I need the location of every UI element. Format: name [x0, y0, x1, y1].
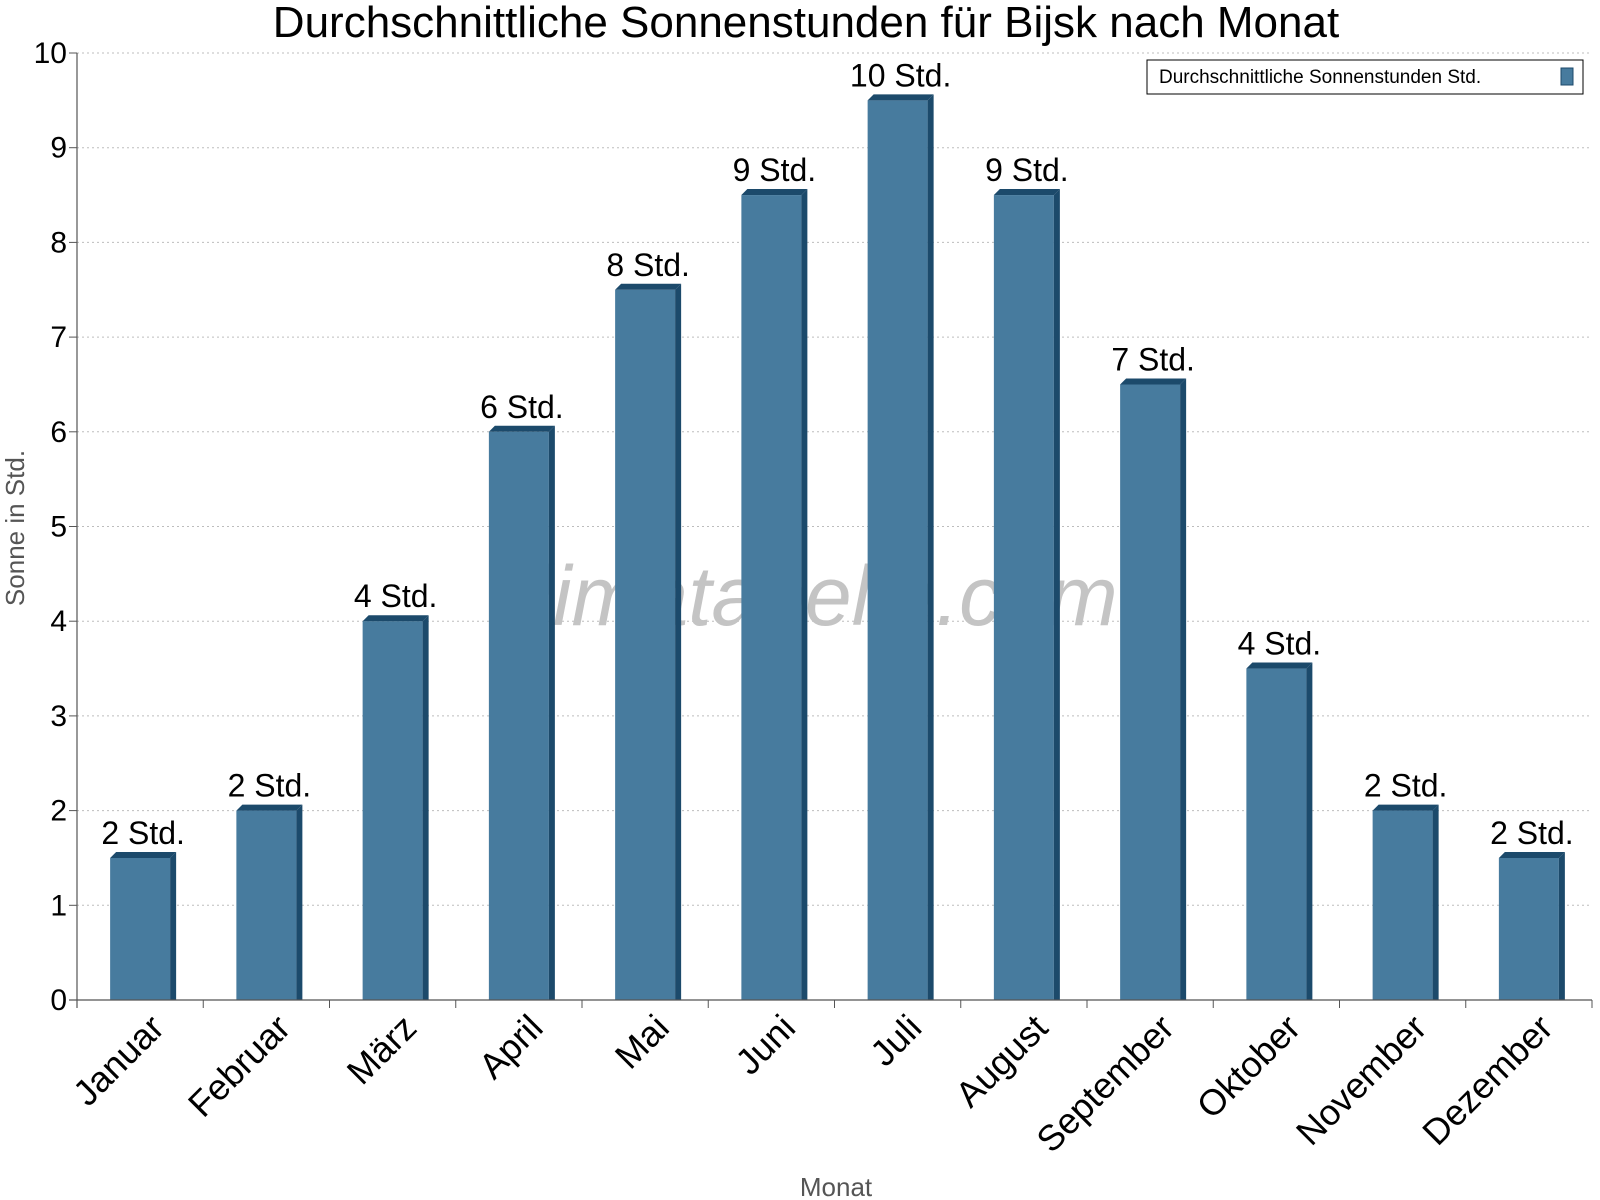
x-tick-label-4: April — [471, 1007, 551, 1087]
bar-top-8 — [993, 189, 1060, 196]
bar-12 — [1498, 851, 1565, 1000]
bar-side-1 — [170, 851, 177, 1000]
y-tick-label-4: 4 — [50, 605, 67, 638]
bar-front-1 — [110, 857, 171, 1000]
bar-front-4 — [488, 431, 549, 1000]
x-tick-label-9: September — [1028, 1007, 1182, 1161]
data-label-10: 4 Std. — [1238, 626, 1322, 662]
bar-front-10 — [1246, 668, 1307, 1000]
bar-top-1 — [110, 851, 177, 858]
bar-1 — [110, 851, 177, 1000]
bar-top-3 — [362, 615, 429, 622]
bar-top-4 — [488, 425, 555, 432]
x-tick-label-1: Januar — [65, 1007, 172, 1114]
data-label-8: 9 Std. — [985, 152, 1069, 188]
bar-front-8 — [993, 195, 1054, 1001]
y-tick-labels: 0 1 2 3 4 5 6 7 8 9 10 — [34, 37, 67, 1017]
bar-side-9 — [1180, 378, 1187, 1000]
y-tick-label-0: 0 — [50, 984, 67, 1017]
data-label-3: 4 Std. — [354, 578, 438, 614]
data-label-11: 2 Std. — [1364, 768, 1448, 804]
y-tick-label-5: 5 — [50, 511, 67, 544]
bar-front-3 — [362, 621, 423, 1000]
bar-front-5 — [615, 289, 676, 1000]
bar-6 — [741, 189, 808, 1001]
bar-side-10 — [1306, 662, 1313, 1000]
legend-swatch — [1560, 67, 1574, 86]
bar-5 — [615, 283, 682, 1000]
bar-top-12 — [1498, 851, 1565, 858]
data-labels: 2 Std. 2 Std. 4 Std. 6 Std. 8 Std. 9 Std. 10 S… — [101, 57, 1573, 851]
bar-10 — [1246, 662, 1313, 1000]
bar-side-11 — [1432, 804, 1439, 1000]
bar-side-3 — [422, 615, 429, 1000]
data-label-4: 6 Std. — [480, 389, 564, 425]
data-label-12: 2 Std. — [1490, 815, 1574, 851]
data-label-6: 9 Std. — [733, 152, 817, 188]
bar-top-2 — [236, 804, 303, 811]
data-label-7: 10 Std. — [850, 57, 951, 93]
data-label-5: 8 Std. — [606, 247, 690, 283]
data-label-9: 7 Std. — [1111, 341, 1195, 377]
x-tick-label-11: November — [1288, 1007, 1434, 1153]
bar-front-6 — [741, 195, 802, 1001]
y-tick-label-9: 9 — [50, 132, 67, 165]
bar-top-6 — [741, 189, 808, 196]
y-tick-label-2: 2 — [50, 795, 67, 828]
bar-front-2 — [236, 810, 297, 1000]
x-tick-label-8: August — [947, 1007, 1055, 1115]
y-tick-label-6: 6 — [50, 416, 67, 449]
legend: Durchschnittliche Sonnenstunden Std. — [1146, 59, 1584, 95]
x-tick-label-3: März — [339, 1007, 425, 1093]
bar-side-8 — [1053, 189, 1060, 1001]
bar-top-10 — [1246, 662, 1313, 669]
x-tick-label-6: Juni — [727, 1007, 803, 1083]
bar-side-6 — [801, 189, 808, 1001]
x-tick-label-2: Februar — [180, 1007, 298, 1125]
bar-7 — [867, 94, 934, 1001]
legend-box — [1146, 59, 1584, 95]
bar-side-5 — [675, 283, 682, 1000]
bar-top-9 — [1120, 378, 1187, 385]
bar-3 — [362, 615, 429, 1000]
bar-side-2 — [296, 804, 303, 1000]
bar-side-12 — [1558, 851, 1565, 1000]
y-tick-label-10: 10 — [34, 37, 67, 70]
y-axis-title: Sonne in Std. — [0, 450, 30, 606]
bar-11 — [1372, 804, 1439, 1000]
bar-9 — [1120, 378, 1187, 1000]
axes — [69, 52, 1593, 1008]
legend-label: Durchschnittliche Sonnenstunden Std. — [1159, 67, 1481, 88]
x-axis-title: Monat — [800, 1172, 873, 1200]
bar-8 — [993, 189, 1060, 1001]
bar-4 — [488, 425, 555, 1000]
y-tick-label-3: 3 — [50, 700, 67, 733]
x-tick-label-12: Dezember — [1414, 1007, 1560, 1153]
bar-top-7 — [867, 94, 934, 101]
bar-side-7 — [927, 94, 934, 1001]
y-tick-label-7: 7 — [50, 321, 67, 354]
bar-top-11 — [1372, 804, 1439, 811]
x-tick-label-5: Mai — [607, 1007, 677, 1077]
x-tick-label-10: Oktober — [1188, 1007, 1308, 1127]
bar-front-7 — [867, 100, 928, 1001]
bars — [110, 94, 1565, 1001]
y-tick-label-8: 8 — [50, 226, 67, 259]
bar-front-11 — [1372, 810, 1433, 1000]
bar-front-9 — [1120, 384, 1181, 1000]
bar-top-5 — [615, 283, 682, 290]
data-label-2: 2 Std. — [228, 768, 312, 804]
bar-2 — [236, 804, 303, 1000]
x-tick-label-7: Juli — [862, 1007, 929, 1074]
chart-title: Durchschnittliche Sonnenstunden für Bijs… — [273, 0, 1339, 47]
data-label-1: 2 Std. — [101, 815, 185, 851]
bar-front-12 — [1498, 857, 1559, 1000]
x-tick-labels: Januar Februar März April Mai Juni Juli AugustS… — [65, 1007, 1561, 1161]
bar-side-4 — [548, 425, 555, 1000]
y-tick-label-1: 1 — [50, 889, 67, 922]
